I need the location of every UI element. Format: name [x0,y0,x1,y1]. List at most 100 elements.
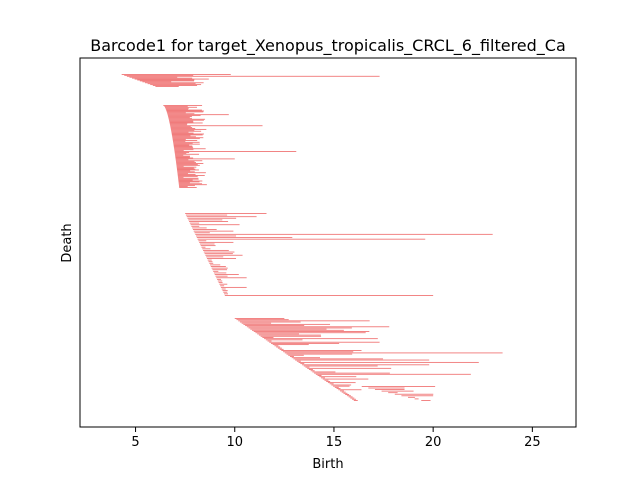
barcode-bar [174,153,200,155]
barcode-bar [170,124,187,126]
barcode-bar [296,360,301,362]
barcode-bar [178,177,199,179]
barcode-bar [178,180,203,182]
barcode-bar [200,245,216,247]
barcode-bar [169,123,188,125]
barcode-bar [172,139,186,140]
barcode-bar [394,393,434,395]
y-axis-label: Death [60,223,75,262]
barcode-bar [165,107,189,109]
barcode-bar [272,344,309,346]
barcode-bar [168,117,192,119]
barcode-bar [164,105,188,107]
barcode-bar [265,339,303,341]
barcode-bar [121,74,231,75]
barcode-bar [288,354,304,356]
barcode-bar [173,146,193,148]
barcode-bar [171,130,202,132]
barcode-bar [147,83,196,85]
barcode-bar [189,222,200,224]
barcode-bar [198,240,207,242]
barcode-bar [270,342,340,344]
barcode-bar [224,293,229,295]
barcode-bar [178,178,199,180]
barcode-bar [333,385,350,387]
barcode-bar [329,383,334,385]
barcode-bar [178,179,193,181]
barcode-bar [388,392,398,394]
barcode-bar [245,325,305,327]
barcode-bar [167,113,195,115]
barcode-bar [220,285,225,287]
barcode-bar [199,243,215,245]
barcode-bar [324,379,329,381]
barcode-bar [175,158,235,160]
barcode-bar [414,398,419,400]
barcode-bar [213,270,219,272]
barcode-bar [175,161,195,163]
barcode-bar [167,112,186,114]
barcode-bar [293,358,384,360]
barcode-bar [203,249,229,251]
barcode-bar [322,378,369,380]
barcode-bar [177,169,199,171]
barcode-bar [178,183,203,185]
barcode-bar [215,275,228,277]
barcode-bar [252,329,344,331]
barcode-bar [216,277,247,279]
barcode-bar [176,164,200,166]
barcode-bar [174,148,206,150]
barcode-bar [177,170,191,172]
barcode-bar [303,365,378,367]
barcode-bar [341,391,346,393]
barcode-bar [177,172,206,174]
barcode-bar [234,318,285,319]
barcode-bar [172,135,191,137]
barcode-bar [166,110,204,112]
barcode-bar [155,86,179,87]
barcode-bar [207,259,212,261]
barcode-bar [169,120,194,122]
barcode-bar [206,258,237,259]
barcode-bar [175,154,184,156]
barcode-bar [217,280,223,282]
barcode-bar [326,380,331,382]
barcode-bar [321,377,325,379]
barcode-bar [284,352,503,354]
barcode-bar [175,157,194,159]
barcode-bar [267,340,272,342]
barcode-bar [174,150,184,152]
barcode-bar [220,286,247,288]
barcode-bar [339,390,344,392]
barcode-bar [255,332,366,334]
barcode-bar [177,175,205,176]
barcode-bar [243,323,331,325]
barcode-bar [195,233,493,235]
barcode-bar [239,321,301,323]
barcode-bar [305,366,310,368]
barcode-bar [408,396,415,398]
barcode-bar [167,114,229,116]
barcode-bar [250,328,327,330]
barcode-bar [175,159,189,161]
barcode-bar [253,331,370,332]
barcode-bar [319,376,357,378]
barcode-bar [223,291,228,293]
barcode-bar [169,119,204,121]
barcode-bar [178,185,195,187]
barcode-bar [145,82,204,84]
chart-title: Barcode1 for target_Xenopus_tropicalis_C… [90,36,566,56]
barcode-bar [165,108,189,110]
barcode-bar [185,214,228,216]
barcode-bar [308,369,313,370]
barcode-bar [286,353,353,355]
barcode-bar [142,81,172,83]
barcode-bar [211,267,228,269]
barcode-bar [167,115,201,117]
barcode-bar [361,386,436,387]
barcode-bar [169,121,194,123]
barcode-bar [190,224,240,226]
barcode-bar [175,155,190,157]
barcode-bar [169,122,203,124]
barcode-bar [236,319,289,321]
